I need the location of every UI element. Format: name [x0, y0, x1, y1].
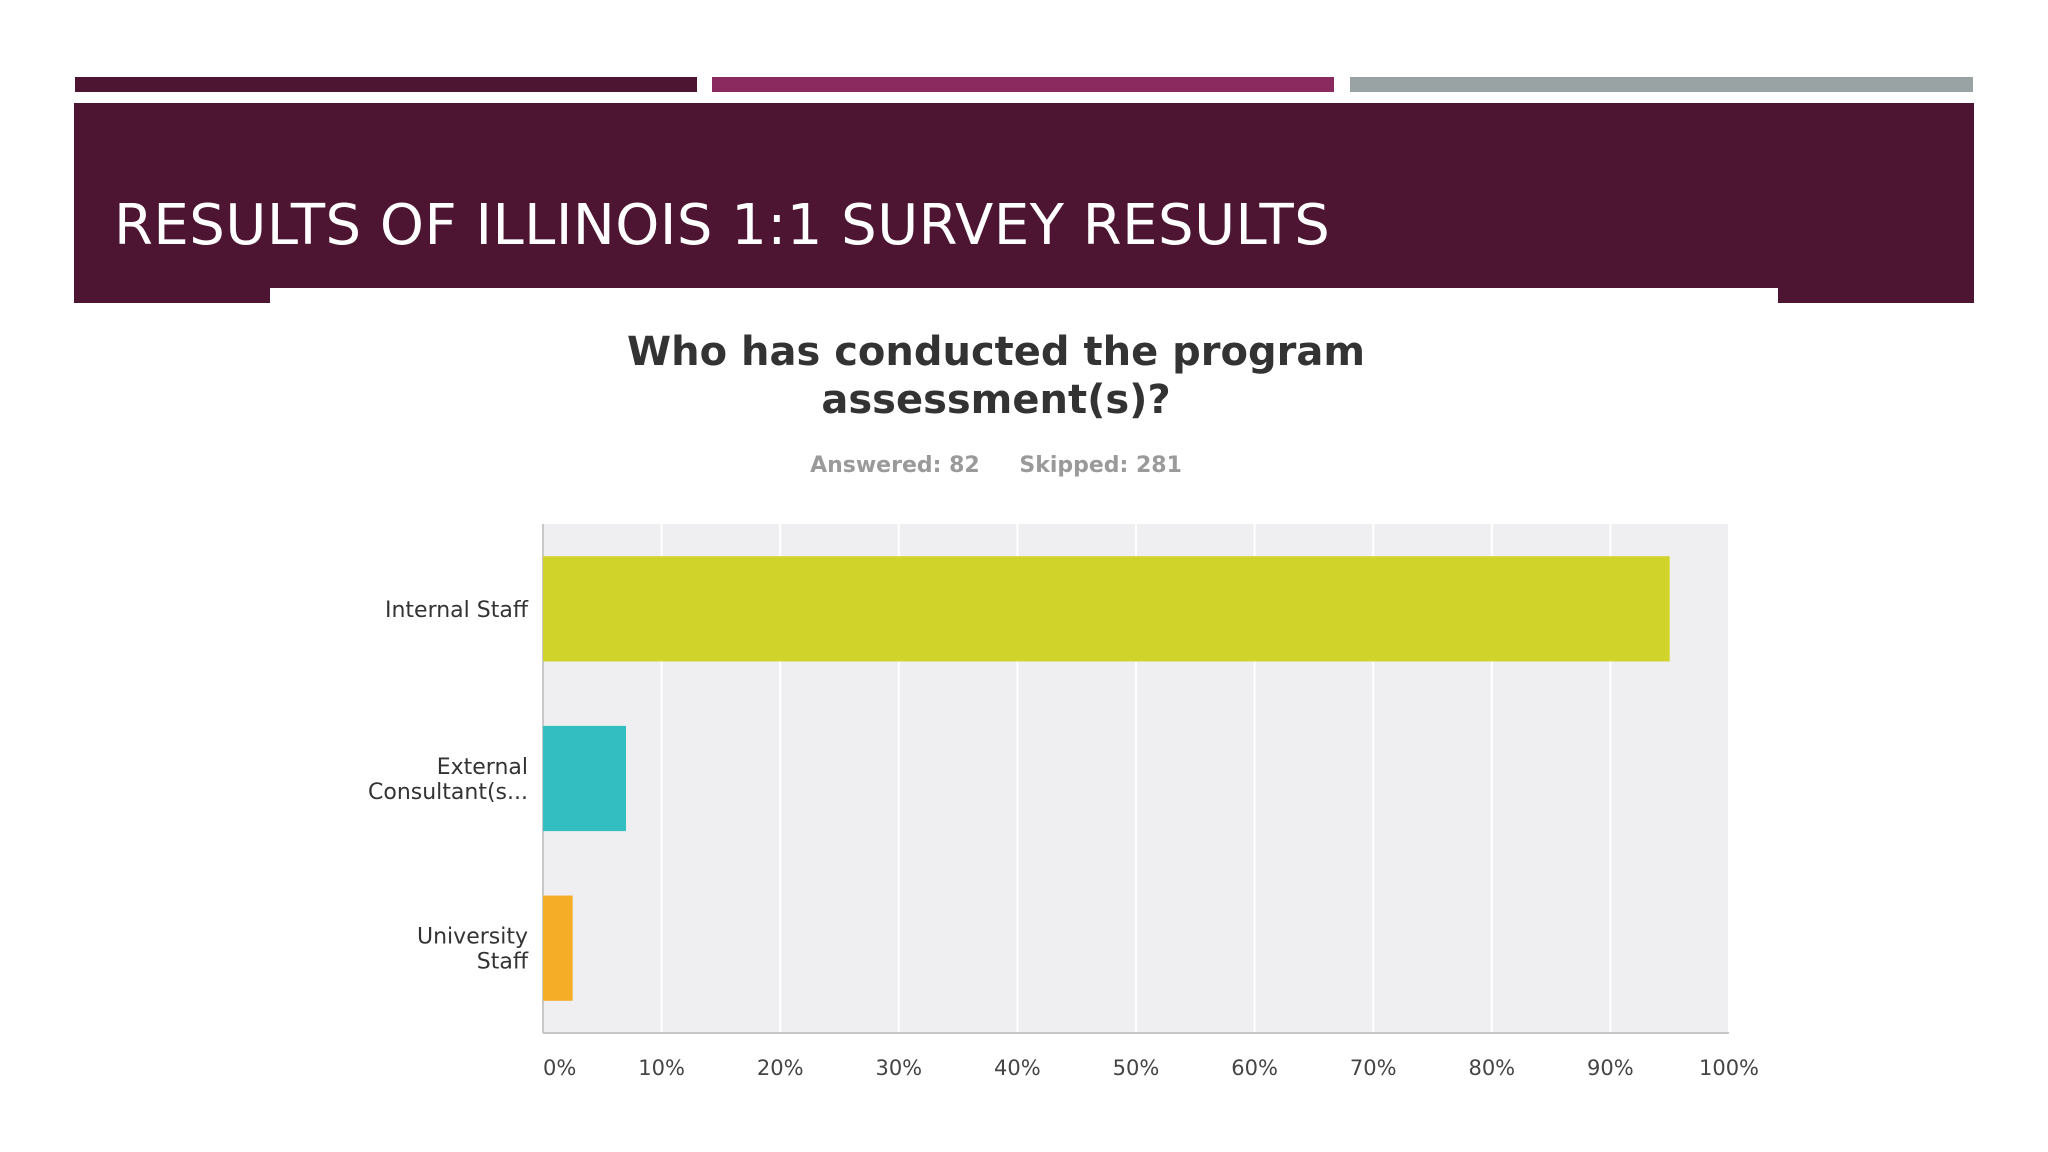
survey-stats: Answered: 82 Skipped: 281 — [270, 453, 1722, 478]
accent-bar-magenta — [712, 77, 1334, 92]
x-tick-label: 20% — [757, 1056, 804, 1080]
x-tick-label: 30% — [875, 1056, 922, 1080]
x-tick-label: 10% — [638, 1056, 685, 1080]
bar-chart: 0% 10% 20% 30% 40% 50% 60% 70% 80% 90% 100% Interna… — [368, 524, 1759, 1080]
accent-bar-dark — [75, 77, 697, 92]
chart-title: Who has conducted the program assessment… — [270, 328, 1722, 424]
x-tick-label: 50% — [1113, 1056, 1160, 1080]
bar — [543, 556, 1670, 662]
bar — [543, 895, 573, 1001]
category-label: Internal Staff — [385, 598, 529, 623]
chart-title-line-1: Who has conducted the program — [626, 329, 1366, 375]
x-tick-label: 60% — [1231, 1056, 1278, 1080]
x-tick-label: 0% — [543, 1056, 576, 1080]
x-tick-label: 80% — [1468, 1056, 1515, 1080]
x-tick-label: 40% — [994, 1056, 1041, 1080]
chart-card: Who has conducted the program assessment… — [270, 288, 1778, 1152]
category-label: Staff — [477, 950, 529, 975]
category-label: External — [437, 755, 528, 780]
skipped-count: Skipped: 281 — [1019, 453, 1182, 478]
bar — [543, 725, 627, 832]
chart-title-line-2: assessment(s)? — [821, 377, 1171, 423]
x-tick-label: 70% — [1350, 1056, 1397, 1080]
slide-title: RESULTS OF ILLINOIS 1:1 SURVEY RESULTS — [114, 193, 1331, 258]
x-tick-label: 90% — [1587, 1056, 1634, 1080]
x-tick-label: 100% — [1699, 1056, 1759, 1080]
title-band — [74, 103, 1974, 303]
answered-count: Answered: 82 — [810, 453, 980, 478]
accent-bar-gray — [1350, 77, 1973, 92]
category-label: University — [417, 925, 528, 950]
category-label: Consultant(s... — [368, 780, 528, 805]
